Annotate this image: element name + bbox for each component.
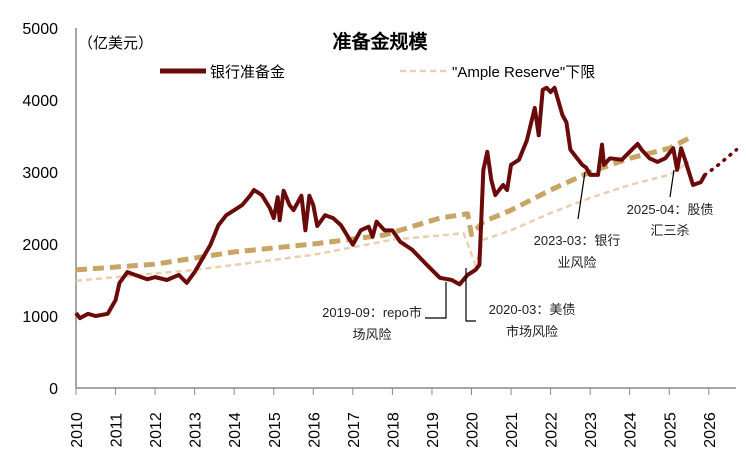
x-tick-label: 2015 [267, 412, 284, 448]
x-tick-label: 2020 [465, 412, 482, 448]
x-tick-label: 2014 [227, 412, 244, 448]
x-tick-label: 2021 [504, 412, 521, 448]
x-tick-label: 2019 [425, 412, 442, 448]
legend: 银行准备金 "Ample Reserve"下限 [160, 64, 595, 81]
series-line-solid [74, 85, 707, 321]
y-tick-label: 2000 [22, 237, 58, 254]
x-tick-label: 2026 [702, 412, 719, 448]
y-tick-label: 1000 [22, 309, 58, 326]
series-line-dotted-projection [703, 147, 739, 177]
chart-title: 准备金规模 [332, 30, 428, 53]
y-tick-label: 4000 [22, 93, 58, 110]
legend-label-reserves: 银行准备金 [210, 64, 285, 81]
unit-label: （亿美元） [78, 35, 153, 52]
annotation-2025: 2025-04：股债汇三杀 [627, 202, 714, 238]
x-tick-label: 2016 [306, 412, 323, 448]
x-tick-label: 2012 [148, 412, 165, 448]
annotation-2019: 2019-09：repo市场风险 [322, 305, 422, 342]
y-tick-label: 0 [49, 381, 58, 398]
y-tick-label: 5000 [22, 21, 58, 38]
annotations: 2019-09：repo市场风险 2020-03：美债市场风险 2023-03：… [322, 169, 714, 342]
x-tick-label: 2010 [69, 412, 86, 448]
annotation-2020: 2020-03：美债市场风险 [489, 302, 576, 339]
series-line-dashed-bold [75, 135, 691, 273]
y-tick-label: 3000 [22, 165, 58, 182]
x-tick-label: 2011 [109, 413, 126, 448]
x-tick-label: 2022 [544, 412, 561, 448]
x-tick-label: 2018 [385, 412, 402, 448]
x-tick-label: 2024 [623, 412, 640, 448]
x-tick-label: 2023 [583, 412, 600, 448]
annotation-2023: 2023-03：银行业风险 [534, 233, 621, 270]
x-tick-label: 2025 [662, 412, 679, 448]
legend-label-ample: "Ample Reserve"下限 [452, 64, 595, 81]
series-line-dashed-light [75, 160, 690, 282]
x-tick-label: 2017 [346, 412, 363, 448]
x-tick-label: 2013 [188, 412, 205, 448]
